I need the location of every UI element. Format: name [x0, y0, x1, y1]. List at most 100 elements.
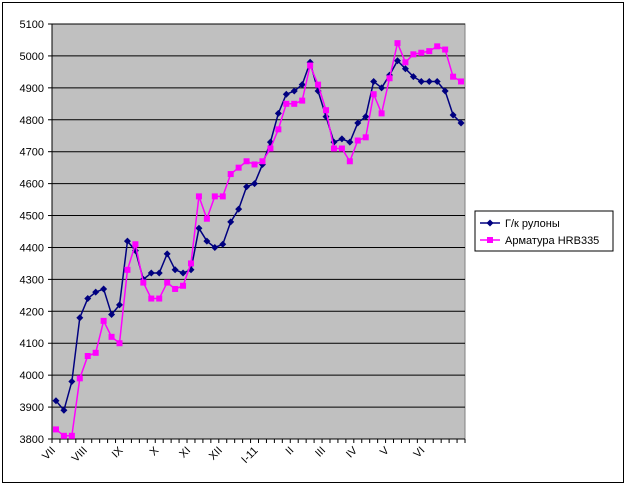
data-point [402, 59, 409, 66]
data-point [354, 137, 361, 144]
data-point [108, 311, 116, 318]
data-point [211, 243, 219, 251]
data-point [203, 237, 211, 245]
legend-label: Арматура HRB335 [505, 235, 599, 247]
data-point [84, 353, 91, 359]
data-point [203, 215, 210, 222]
data-point [116, 340, 123, 347]
data-point [60, 432, 67, 439]
data-point [386, 75, 393, 82]
data-point [164, 279, 171, 286]
data-point [378, 84, 386, 92]
data-point [195, 193, 202, 200]
plot-area [51, 23, 466, 440]
data-point [370, 77, 378, 85]
x-tick-label: IV [344, 444, 360, 460]
data-point [124, 266, 131, 273]
data-point [330, 145, 337, 152]
y-tick-label: 4000 [20, 370, 44, 382]
data-point [378, 110, 385, 117]
data-point [299, 97, 306, 104]
data-point [140, 279, 147, 286]
y-tick-label: 4600 [20, 179, 44, 191]
data-point [235, 205, 243, 213]
data-point [283, 100, 290, 107]
data-point [393, 57, 401, 65]
x-tick-label: V [378, 444, 392, 458]
series-2 [52, 40, 465, 439]
data-point [323, 107, 330, 114]
data-point [409, 73, 417, 81]
data-point [68, 378, 76, 386]
data-point [362, 113, 370, 121]
data-point [60, 406, 68, 414]
data-point [180, 282, 187, 289]
data-point [346, 158, 353, 165]
data-point [243, 183, 251, 191]
x-tick-label: IX [110, 444, 126, 460]
x-tick-label: I-11 [239, 445, 260, 466]
data-point [315, 81, 322, 88]
data-point [179, 269, 187, 277]
data-point [457, 119, 465, 127]
data-point [163, 250, 171, 258]
data-point [52, 426, 59, 433]
x-tick-label: VI [412, 445, 428, 461]
data-point [426, 48, 433, 55]
data-point [417, 77, 425, 85]
x-axis: VII VIII IX X XI XII I-11 II III IV V VI [40, 438, 466, 466]
y-tick-label: 3800 [20, 434, 44, 446]
data-point [84, 295, 92, 303]
y-tick-label: 5000 [20, 51, 44, 63]
x-tick-label: VIII [70, 445, 90, 465]
data-point [243, 158, 250, 165]
data-point [147, 269, 155, 277]
data-point [172, 285, 179, 292]
data-point [370, 91, 377, 98]
legend-marker [487, 237, 493, 243]
data-point [394, 40, 401, 47]
y-tick-label: 4500 [20, 211, 44, 223]
legend-marker [486, 219, 494, 227]
y-axis: 3800 3900 4000 4100 4200 4300 4400 4500 4600 4700… [20, 19, 53, 446]
data-point [338, 145, 345, 152]
data-point [458, 78, 465, 85]
series-layer [52, 40, 465, 439]
data-point [354, 119, 362, 127]
data-point [346, 138, 354, 146]
data-point [425, 77, 433, 85]
data-point [235, 164, 242, 171]
x-tick-label: II [284, 445, 297, 458]
y-tick-label: 4100 [20, 338, 44, 350]
data-point [433, 77, 441, 85]
data-point [100, 285, 108, 293]
data-point [116, 301, 124, 309]
data-point [76, 314, 84, 322]
legend-box [474, 210, 614, 252]
data-point [267, 145, 274, 152]
x-tick-label: XII [207, 445, 225, 463]
series-line [55, 59, 462, 412]
data-point [219, 240, 227, 248]
data-point [148, 295, 155, 302]
data-point [76, 375, 83, 382]
data-point [434, 43, 441, 50]
y-tick-label: 4400 [20, 242, 44, 254]
data-point [211, 193, 218, 200]
data-point [155, 269, 163, 277]
data-point [338, 135, 346, 143]
data-point [195, 224, 203, 232]
data-point [123, 237, 131, 245]
data-point [219, 193, 226, 200]
data-point [418, 49, 425, 56]
y-tick-label: 4300 [20, 274, 44, 286]
data-point [290, 87, 298, 95]
legend-label: Г/к рулоны [505, 218, 560, 230]
y-tick-label: 4200 [20, 306, 44, 318]
data-point [68, 432, 75, 439]
x-tick-label: VII [40, 445, 58, 463]
data-point [227, 218, 235, 226]
y-tick-label: 5100 [20, 19, 44, 31]
data-point [259, 158, 266, 165]
